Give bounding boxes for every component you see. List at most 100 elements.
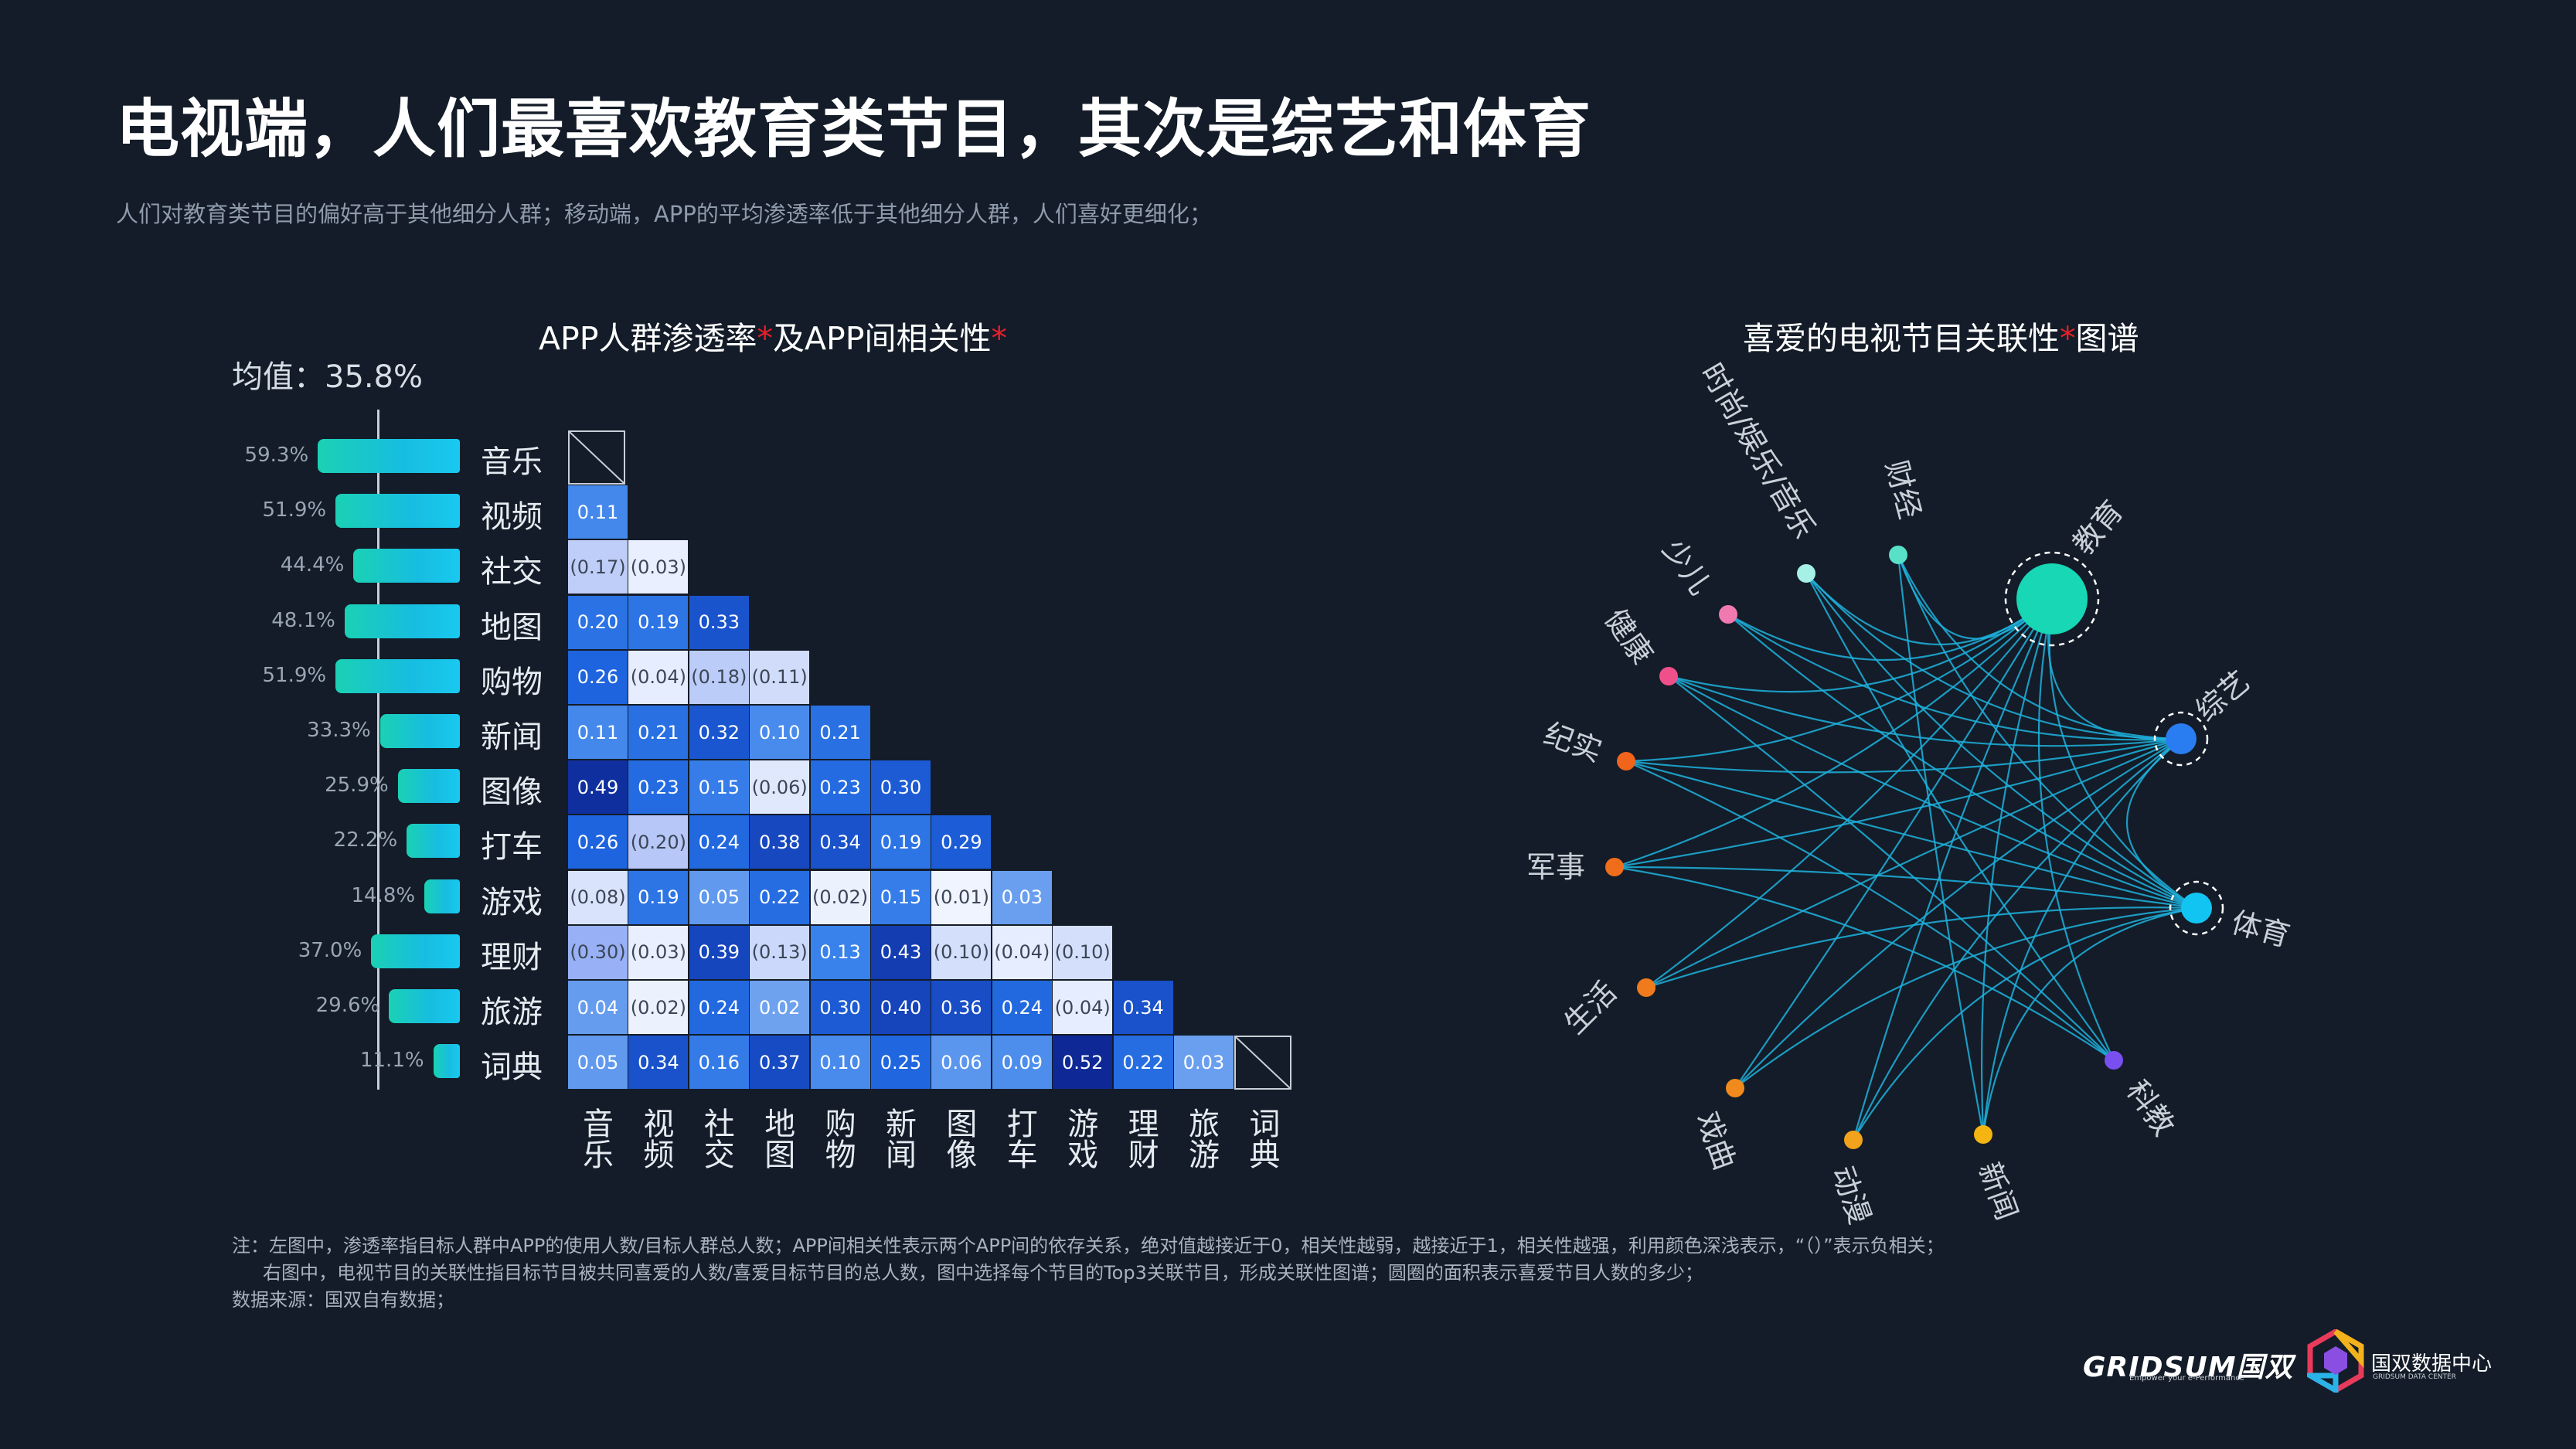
heatmap-cell: 0.21 [628, 706, 689, 759]
heatmap-cell: 0.37 [750, 1036, 810, 1090]
heatmap-cell: (0.08) [568, 870, 628, 924]
bar-value-label: 29.6% [315, 994, 380, 1017]
bar-value-label: 51.9% [262, 498, 327, 522]
row-label: 旅游 [481, 995, 543, 1030]
row-label: 新闻 [481, 719, 543, 755]
heatmap-cell: 0.02 [750, 981, 810, 1034]
gridsum-logo: GRIDSUM国双 [2083, 1352, 2294, 1383]
heatmap-cell: 0.30 [871, 760, 931, 815]
column-label-char: 新 [886, 1107, 917, 1142]
heatmap-cell: 0.13 [810, 925, 870, 979]
bar-value-label: 37.0% [298, 938, 362, 962]
network-node [1605, 858, 1624, 876]
network-node-label: 生活 [1557, 975, 1623, 1041]
network-node [1719, 605, 1737, 624]
column-label-char: 旅 [1189, 1107, 1220, 1142]
heatmap-cell: 0.24 [689, 981, 749, 1034]
footnote-2: 右图中，电视节目的关联性指目标节目被共同喜爱的人数/喜爱目标节目的总人数，图中选… [263, 1262, 1703, 1284]
bar-value-label: 33.3% [307, 719, 371, 742]
network-edge [1645, 598, 2053, 988]
network-edge [1805, 573, 2182, 740]
right-chart-title-star1: * [2060, 320, 2076, 357]
network-edge [1981, 598, 2054, 1135]
network-edge [1853, 906, 2197, 1141]
row-label: 地图 [481, 609, 543, 645]
footnote-source: 数据来源：国双自有数据； [232, 1289, 454, 1311]
column-label-char: 闻 [886, 1138, 917, 1173]
heatmap-cell: (0.03) [628, 540, 689, 594]
network-edge [2037, 598, 2115, 1061]
page-subtitle: 人们对教育类节目的偏好高于其他细分人群；移动端，APP的平均渗透率低于其他细分人… [116, 201, 1212, 227]
column-label: 理财 [1117, 1109, 1171, 1171]
network-edge [1614, 737, 2182, 869]
network-node [1974, 1125, 1992, 1144]
highlight-ring [2153, 711, 2209, 767]
gridsum-tagline: Empower your e-Performance [2129, 1374, 2244, 1383]
network-edge [1727, 614, 2182, 741]
network-node-label: 少儿 [1656, 533, 1718, 601]
row-label: 词典 [481, 1049, 543, 1086]
heatmap-cell: 0.19 [628, 870, 689, 924]
network-edge [1645, 906, 2197, 989]
bar-游戏 [424, 879, 460, 913]
network-node [2181, 893, 2212, 923]
heatmap-cell: 0.38 [750, 815, 810, 869]
row-label: 音乐 [481, 444, 543, 480]
network-edge [1897, 554, 2182, 740]
heatmap-cell: (0.11) [750, 650, 810, 704]
network-node [1797, 564, 1815, 583]
network-node-label: 军事 [1526, 850, 1585, 884]
heatmap-cell: 0.32 [689, 706, 749, 759]
column-label-char: 词 [1249, 1107, 1281, 1142]
bar-新闻 [379, 714, 460, 748]
heatmap-cell: 0.03 [992, 870, 1052, 924]
column-label: 词典 [1237, 1109, 1291, 1171]
heatmap-cell: 0.40 [871, 981, 931, 1034]
column-label-char: 理 [1128, 1107, 1159, 1142]
heatmap-cell: (0.30) [568, 925, 628, 979]
bar-打车 [407, 824, 460, 859]
heatmap-cell: 0.39 [689, 925, 749, 979]
heatmap-cell: 0.20 [568, 595, 628, 649]
left-chart-title-part2: 及APP间相关性 [773, 320, 992, 357]
left-chart-title-star1: * [757, 320, 774, 357]
network-node [1617, 752, 1635, 770]
heatmap-cell: 0.49 [568, 760, 628, 815]
row-label: 社交 [481, 554, 543, 590]
mean-label: 均值：35.8% [232, 359, 424, 395]
column-label-char: 财 [1128, 1138, 1159, 1173]
column-label: 游戏 [1056, 1109, 1110, 1171]
heatmap-cell: (0.13) [750, 925, 810, 979]
heatmap-cell: 0.05 [689, 870, 749, 924]
heatmap-cell: (0.02) [628, 981, 689, 1034]
network-node [1726, 1079, 1744, 1097]
network-node [2016, 563, 2088, 634]
network-node-label: 体育 [2228, 905, 2294, 953]
heatmap-cell: 0.21 [810, 706, 870, 759]
column-label-char: 游 [1189, 1138, 1220, 1173]
heatmap-cell: (0.04) [628, 650, 689, 704]
column-label: 打车 [995, 1109, 1050, 1171]
column-label-char: 像 [946, 1138, 978, 1173]
heatmap-cell: (0.01) [931, 870, 992, 924]
data-center-en: GRIDSUM DATA CENTER [2373, 1373, 2456, 1381]
bar-value-label: 51.9% [262, 663, 327, 687]
bar-value-label: 22.2% [333, 828, 398, 852]
column-label-char: 地 [764, 1107, 796, 1142]
heatmap-cell: (0.03) [628, 925, 689, 979]
column-label: 购物 [814, 1109, 868, 1171]
network-edge [1668, 675, 2182, 747]
network-edge [2048, 598, 2197, 909]
bar-图像 [397, 769, 460, 804]
column-label: 图像 [934, 1109, 989, 1171]
mean-axis-line [377, 410, 379, 1090]
highlight-ring [2169, 880, 2224, 936]
bar-value-label: 48.1% [271, 608, 335, 632]
network-edge [1614, 598, 2053, 869]
bar-value-label: 14.8% [351, 883, 416, 907]
heatmap-cell: 0.24 [689, 815, 749, 869]
heatmap-cell: 0.11 [568, 485, 628, 539]
page-title: 电视端，人们最喜欢教育类节目，其次是综艺和体育 [116, 93, 1592, 166]
heatmap-cell: 0.26 [568, 815, 628, 869]
column-label: 旅游 [1177, 1109, 1231, 1171]
